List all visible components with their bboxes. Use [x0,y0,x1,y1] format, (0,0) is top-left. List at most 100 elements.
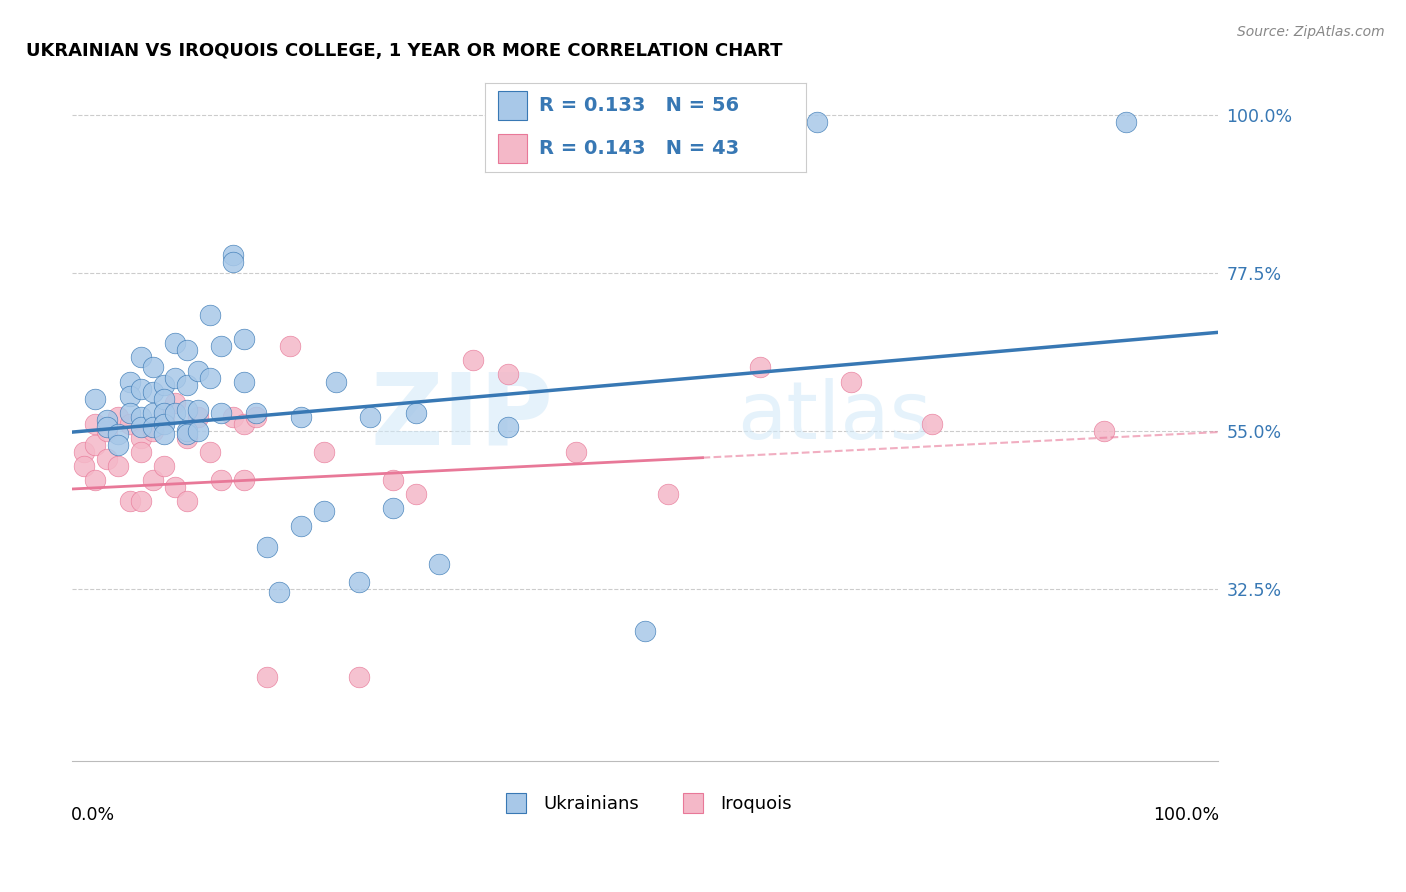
Point [463,353,485,368]
Point [806,114,828,128]
Point [233,332,256,346]
Point [165,335,187,350]
Point [176,424,198,438]
Point [198,371,221,385]
Point [107,458,129,473]
Point [209,473,232,487]
Text: atlas: atlas [737,377,931,456]
Point [84,438,107,452]
Point [314,444,336,458]
Point [209,339,232,353]
Point [176,378,198,392]
Point [1092,424,1115,438]
Point [107,438,129,452]
Point [129,409,152,424]
Point [233,375,256,389]
Point [84,417,107,431]
Point [405,406,427,420]
Point [405,487,427,501]
Point [565,444,588,458]
Point [359,409,381,424]
Point [153,378,176,392]
Point [129,350,152,364]
Point [118,494,141,508]
Point [634,624,657,638]
Point [841,375,863,389]
Point [118,375,141,389]
Point [107,409,129,424]
Point [382,500,405,515]
Point [267,585,290,599]
Text: 100.0%: 100.0% [1153,805,1219,823]
Point [921,417,943,431]
Point [153,458,176,473]
Point [233,417,256,431]
Point [748,360,770,375]
Point [496,368,519,382]
Point [153,417,176,431]
Legend: Ukrainians, Iroquois: Ukrainians, Iroquois [491,789,800,821]
Point [153,406,176,420]
Text: 0.0%: 0.0% [72,805,115,823]
Point [84,473,107,487]
Point [129,494,152,508]
Point [141,420,163,434]
Point [96,424,118,438]
Point [96,420,118,434]
Point [278,339,301,353]
Point [141,473,163,487]
Point [118,388,141,402]
Point [153,409,176,424]
Point [233,473,256,487]
Point [73,444,96,458]
Point [245,406,267,420]
Point [222,409,245,424]
Point [129,420,152,434]
Point [314,504,336,518]
Point [657,487,679,501]
Point [129,444,152,458]
Point [1115,114,1137,128]
Point [347,669,370,683]
Point [96,451,118,466]
Point [165,406,187,420]
Point [129,431,152,445]
Point [84,392,107,406]
Text: UKRAINIAN VS IROQUOIS COLLEGE, 1 YEAR OR MORE CORRELATION CHART: UKRAINIAN VS IROQUOIS COLLEGE, 1 YEAR OR… [27,42,783,60]
Point [427,557,450,571]
Point [222,248,245,262]
Point [118,406,141,420]
Point [118,417,141,431]
Point [141,406,163,420]
Point [165,371,187,385]
Point [129,382,152,396]
Point [176,431,198,445]
Point [256,540,278,554]
Point [187,424,209,438]
Point [290,409,312,424]
Point [187,409,209,424]
Point [96,413,118,427]
Point [141,424,163,438]
Point [187,402,209,417]
Point [382,473,405,487]
Point [153,392,176,406]
Point [153,427,176,442]
Text: Source: ZipAtlas.com: Source: ZipAtlas.com [1237,25,1385,39]
Point [176,343,198,357]
Point [198,444,221,458]
Point [222,255,245,269]
Point [165,395,187,409]
Point [245,409,267,424]
Point [290,518,312,533]
Point [198,308,221,322]
Point [141,385,163,400]
Point [176,427,198,442]
Point [187,364,209,378]
Point [325,375,347,389]
Point [141,360,163,375]
Point [496,420,519,434]
Point [209,406,232,420]
Point [176,494,198,508]
Point [73,458,96,473]
